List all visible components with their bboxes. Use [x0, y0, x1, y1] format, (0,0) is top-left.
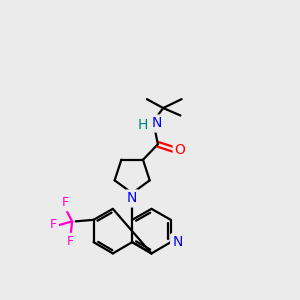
Text: F: F — [67, 235, 74, 248]
Text: N: N — [127, 191, 137, 206]
Text: F: F — [50, 218, 57, 231]
Text: N: N — [172, 235, 182, 249]
Text: O: O — [175, 143, 186, 157]
Text: H: H — [138, 118, 148, 132]
Text: N: N — [152, 116, 162, 130]
Text: F: F — [62, 196, 69, 209]
